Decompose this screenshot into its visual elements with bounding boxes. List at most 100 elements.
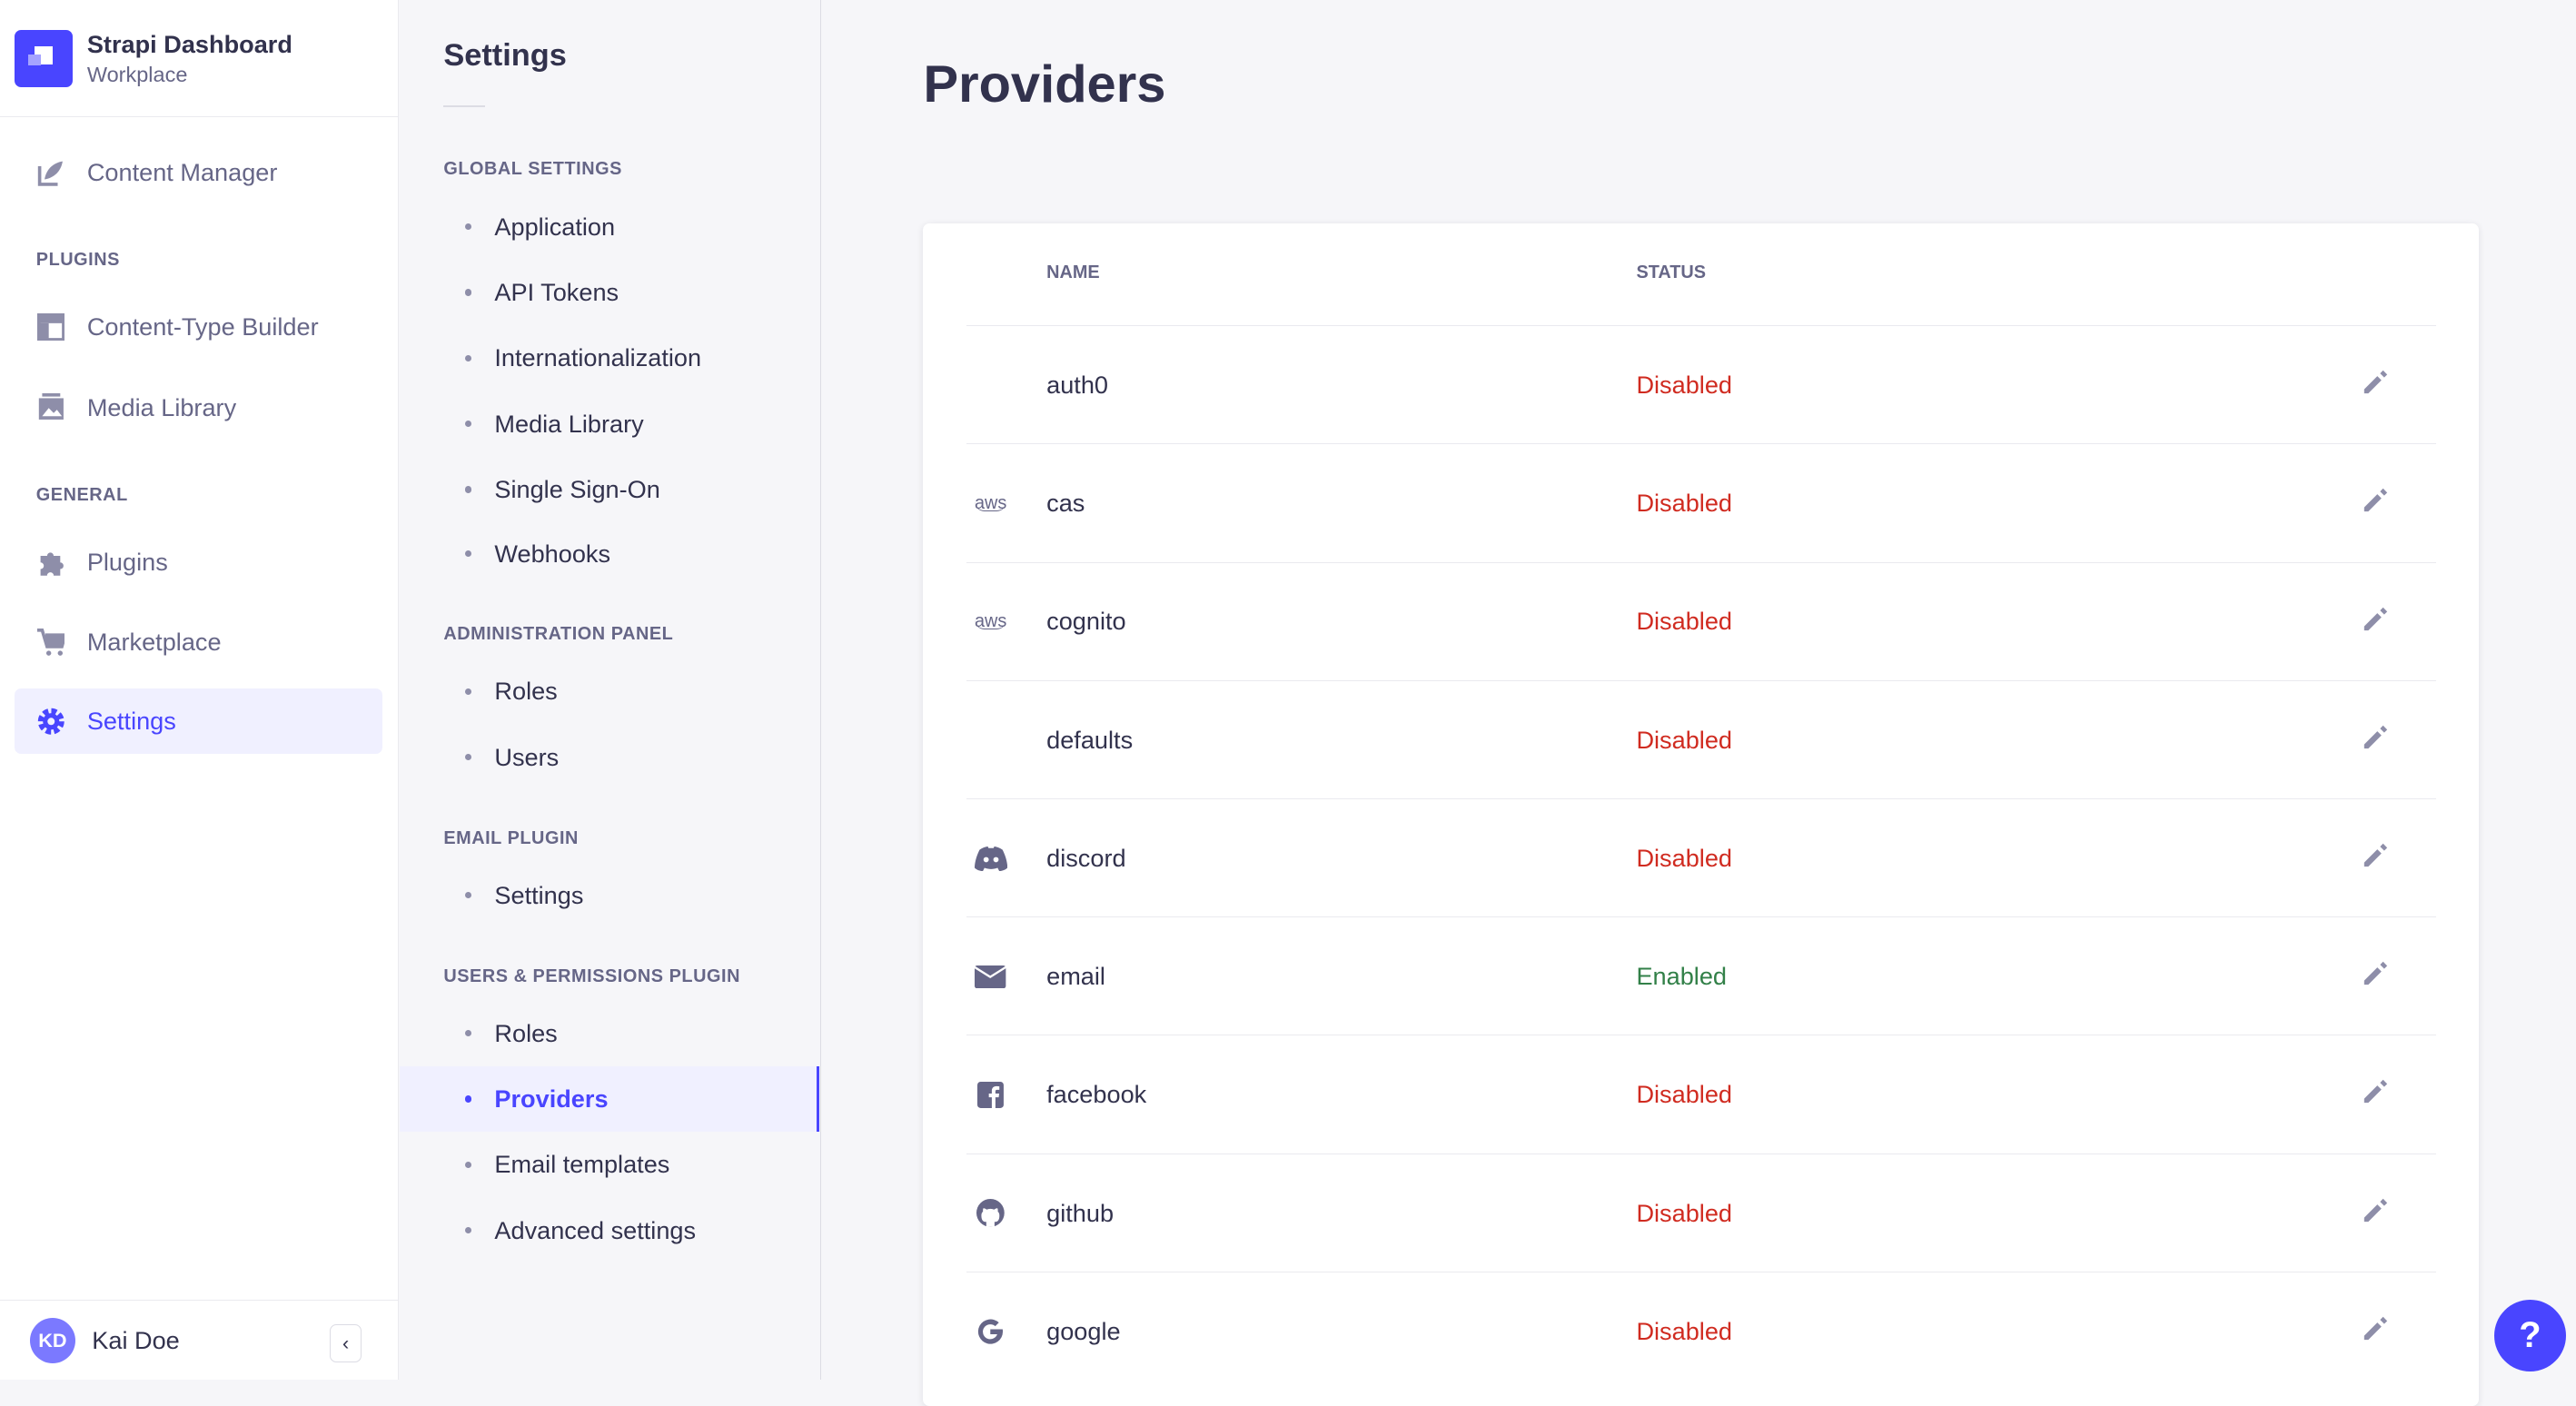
settings-item-email-settings[interactable]: Settings [400, 863, 820, 928]
question-icon: ? [2519, 1314, 2541, 1355]
nav-label: Media Library [86, 392, 237, 421]
avatar: KD [29, 1317, 76, 1364]
item-label: Webhooks [494, 539, 611, 568]
item-label: Application [494, 212, 616, 241]
status-badge: Disabled [1636, 1316, 1732, 1345]
item-label: Single Sign-On [494, 474, 660, 503]
section-heading: GLOBAL SETTINGS [443, 159, 622, 180]
item-label: Media Library [494, 409, 644, 438]
item-label: Roles [494, 677, 558, 706]
provider-name: email [1046, 962, 1105, 991]
provider-name: google [1046, 1316, 1121, 1345]
item-label: Email templates [494, 1150, 670, 1179]
nav-label: Content-Type Builder [86, 312, 319, 341]
table-row[interactable]: aws cognito Disabled [966, 561, 2437, 679]
provider-name: discord [1046, 843, 1126, 872]
bullet-icon [464, 486, 472, 493]
nav-label: Content Manager [86, 157, 278, 186]
provider-name: facebook [1046, 1080, 1147, 1109]
section-heading-general: GENERAL [35, 484, 128, 505]
main-nav: Strapi Dashboard Workplace Content Manag… [0, 0, 399, 1381]
settings-nav: Settings GLOBAL SETTINGS Application API… [399, 0, 821, 1381]
pencil-icon[interactable] [2363, 960, 2393, 990]
envelope-icon [973, 960, 1009, 993]
pencil-icon[interactable] [2363, 1078, 2393, 1108]
column-header-name: NAME [1046, 262, 1100, 283]
nav-settings[interactable]: Settings [15, 688, 383, 755]
settings-item-webhooks[interactable]: Webhooks [400, 520, 820, 586]
settings-item-admin-roles[interactable]: Roles [400, 658, 820, 724]
table-row[interactable]: email Enabled [966, 916, 2437, 1034]
user-name: Kai Doe [92, 1325, 180, 1354]
table-row[interactable]: google Disabled [966, 1271, 2437, 1389]
settings-item-media-library[interactable]: Media Library [400, 391, 820, 456]
aws-icon: aws [974, 492, 1007, 513]
gear-icon [36, 707, 66, 737]
item-label: Settings [494, 880, 584, 909]
nav-media-library[interactable]: Media Library [15, 374, 382, 440]
table-row[interactable]: github Disabled [966, 1153, 2437, 1271]
discord-icon [973, 842, 1009, 875]
status-badge: Disabled [1636, 489, 1732, 518]
bullet-icon [464, 550, 472, 558]
provider-icon-empty [973, 369, 1009, 401]
nav-plugins[interactable]: Plugins [15, 529, 382, 594]
bullet-icon [464, 1161, 472, 1168]
status-badge: Disabled [1636, 1198, 1732, 1227]
status-badge: Disabled [1636, 370, 1732, 399]
settings-item-application[interactable]: Application [400, 193, 820, 259]
pencil-icon[interactable] [2363, 487, 2393, 517]
puzzle-icon [36, 547, 66, 577]
item-label: Internationalization [494, 343, 702, 372]
column-header-status: STATUS [1636, 262, 1707, 283]
pencil-icon[interactable] [2363, 724, 2393, 754]
providers-table: NAME STATUS auth0 Disabled aws cas Disabled a… [923, 223, 2480, 1406]
nav-content-type-builder[interactable]: Content-Type Builder [15, 294, 382, 360]
settings-item-providers[interactable]: Providers [399, 1065, 819, 1133]
status-badge: Disabled [1636, 843, 1732, 872]
table-row[interactable]: discord Disabled [966, 798, 2437, 916]
settings-item-sso[interactable]: Single Sign-On [400, 457, 820, 522]
provider-name: cognito [1046, 607, 1126, 636]
item-label: Providers [494, 1084, 609, 1114]
pencil-icon[interactable] [2363, 842, 2393, 872]
bullet-icon [464, 1095, 472, 1103]
nav-marketplace[interactable]: Marketplace [15, 609, 382, 675]
status-badge: Disabled [1636, 1080, 1732, 1109]
help-button[interactable]: ? [2493, 1299, 2567, 1372]
settings-item-email-templates[interactable]: Email templates [400, 1132, 820, 1197]
pencil-icon[interactable] [2363, 606, 2393, 636]
user-profile[interactable]: KD Kai Doe ‹ [0, 1300, 398, 1380]
pencil-icon[interactable] [2363, 1197, 2393, 1227]
settings-item-internationalization[interactable]: Internationalization [400, 325, 820, 391]
nav-label: Settings [86, 707, 176, 736]
collapse-nav-button[interactable]: ‹ [330, 1323, 362, 1362]
table-row[interactable]: defaults Disabled [966, 679, 2437, 797]
brand: Strapi Dashboard Workplace [0, 0, 398, 118]
pencil-icon[interactable] [2363, 1315, 2393, 1345]
nav-label: Plugins [86, 547, 168, 576]
item-label: Roles [494, 1018, 558, 1047]
bullet-icon [464, 688, 472, 696]
table-row[interactable]: auth0 Disabled [966, 325, 2437, 442]
picture-icon [36, 392, 66, 422]
provider-name: github [1046, 1198, 1115, 1227]
strapi-logo-icon [15, 29, 73, 87]
bullet-icon [464, 354, 472, 361]
settings-item-api-tokens[interactable]: API Tokens [400, 260, 820, 325]
table-row[interactable]: facebook Disabled [966, 1035, 2437, 1152]
provider-icon-empty [973, 724, 1009, 757]
settings-item-up-roles[interactable]: Roles [400, 1000, 820, 1065]
bullet-icon [464, 289, 472, 296]
nav-content-manager[interactable]: Content Manager [15, 140, 382, 205]
table-row[interactable]: aws cas Disabled [966, 443, 2437, 560]
provider-name: cas [1046, 489, 1085, 518]
settings-item-advanced-settings[interactable]: Advanced settings [400, 1198, 820, 1263]
facebook-icon [973, 1078, 1009, 1111]
section-heading: EMAIL PLUGIN [443, 827, 579, 848]
section-heading-plugins: PLUGINS [35, 249, 120, 270]
pencil-icon[interactable] [2363, 369, 2393, 399]
settings-item-users[interactable]: Users [400, 725, 820, 790]
page-title: Providers [923, 54, 1166, 114]
cart-icon [36, 628, 66, 658]
